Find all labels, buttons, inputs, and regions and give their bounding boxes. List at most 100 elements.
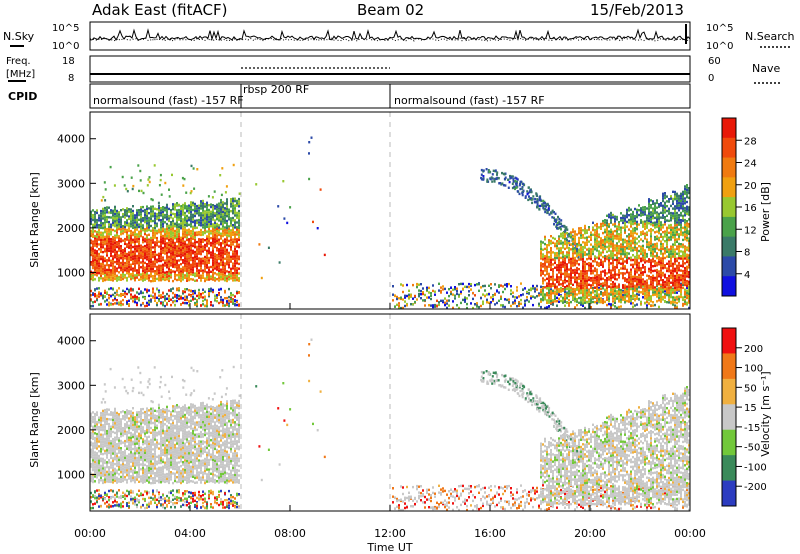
power-pixel (640, 219, 642, 222)
power-pixel (164, 276, 166, 279)
power-pixel (106, 242, 108, 245)
power-pixel (108, 235, 110, 238)
power-pixel (140, 218, 142, 221)
power-pixel (120, 237, 122, 241)
power-pixel (672, 253, 674, 256)
power-pixel (628, 290, 630, 294)
power-pixel (138, 292, 140, 295)
power-pixel (126, 228, 128, 232)
power-pixel (116, 236, 118, 239)
power-pixel (544, 266, 546, 270)
power-pixel (126, 267, 128, 270)
power-pixel (578, 263, 580, 266)
power-pixel (154, 207, 156, 210)
power-pixel (626, 268, 628, 272)
power-pixel (110, 261, 112, 265)
power-pixel (666, 281, 668, 285)
power-pixel (174, 270, 176, 273)
power-pixel (160, 193, 163, 196)
power-pixel (226, 231, 228, 235)
power-pixel (610, 286, 612, 289)
power-pixel (600, 278, 602, 281)
power-pixel (576, 242, 578, 246)
power-pixel (620, 267, 622, 270)
power-pixel (506, 298, 508, 302)
power-pixel (556, 280, 558, 284)
power-pixel (160, 207, 162, 210)
cpid-segment-1: normalsound (fast) -157 RF (93, 94, 244, 107)
power-pixel (156, 277, 158, 281)
power-pixel (212, 256, 214, 260)
power-pixel (178, 225, 180, 229)
power-pixel (120, 257, 122, 260)
power-pixel (218, 301, 220, 305)
power-pixel (558, 217, 561, 221)
power-pixel (570, 262, 572, 265)
power-pixel (142, 245, 144, 249)
power-pixel (600, 287, 602, 290)
power-pixel (192, 292, 194, 295)
power-pixel (576, 288, 578, 291)
power-pixel (128, 258, 130, 261)
power-pixel (134, 228, 136, 231)
power-pixel (110, 223, 112, 226)
noise-left-label: N.Sky (3, 30, 35, 43)
power-pixel (590, 291, 592, 294)
power-pixel (238, 262, 240, 266)
power-pixel (563, 231, 566, 234)
power-pixel (106, 235, 108, 238)
power-pixel (106, 206, 108, 209)
power-pixel (220, 220, 222, 223)
power-pixel (102, 295, 104, 299)
power-pixel (136, 240, 138, 243)
power-pixel (110, 273, 112, 277)
power-pixel (566, 244, 568, 247)
power-pixel (580, 279, 582, 283)
power-pixel (236, 262, 238, 265)
power-pixel (662, 271, 664, 275)
power-pixel (547, 208, 550, 211)
power-pixel (180, 272, 182, 275)
power-pixel (208, 242, 210, 245)
power-pixel (670, 274, 672, 277)
power-pixel (584, 227, 586, 230)
power-pixel (108, 297, 110, 300)
power-pixel (224, 231, 226, 234)
power-pixel (590, 293, 592, 297)
power-pixel (160, 276, 162, 279)
power-pixel (458, 283, 460, 286)
power-pixel (198, 245, 200, 248)
power-pixel (204, 212, 206, 215)
power-pixel (110, 269, 112, 272)
power-pixel (166, 237, 168, 240)
power-pixel (166, 246, 168, 250)
power-pixel (634, 236, 636, 239)
power-pixel (501, 182, 504, 185)
power-pixel (112, 209, 114, 212)
power-pixel (604, 235, 606, 239)
power-pixel (193, 187, 196, 190)
power-pixel (132, 212, 134, 215)
power-pixel (666, 284, 668, 287)
power-pixel (178, 230, 180, 233)
power-pixel (672, 267, 674, 270)
power-pixel (574, 252, 576, 255)
power-pixel (92, 304, 94, 308)
power-pixel (136, 238, 138, 241)
power-pixel (624, 265, 626, 268)
power-pixel (594, 257, 596, 261)
power-pixel (636, 271, 638, 274)
power-pixel (494, 169, 497, 172)
power-pixel (158, 259, 160, 263)
power-pixel (628, 281, 630, 284)
power-pixel (224, 274, 226, 277)
power-pixel (210, 220, 212, 223)
power-pixel (166, 222, 168, 226)
power-pixel (182, 242, 184, 245)
power-pixel (476, 305, 478, 308)
power-pixel (164, 213, 166, 217)
power-pixel (308, 141, 311, 144)
power-pixel (122, 232, 124, 235)
power-pixel (560, 242, 562, 245)
power-pixel (112, 219, 114, 222)
